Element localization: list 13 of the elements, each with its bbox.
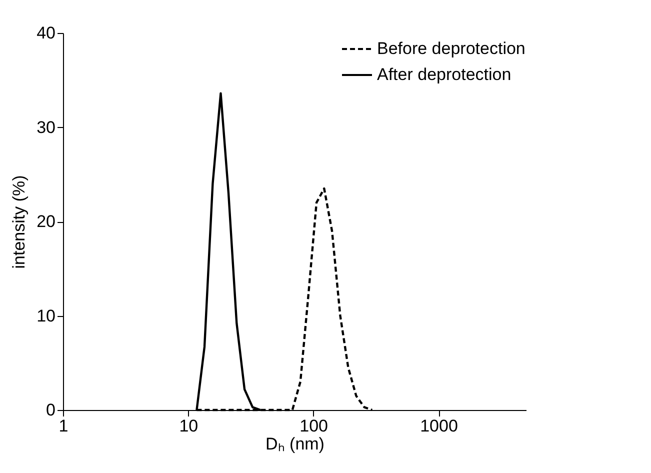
x-tick-label: 1000 (420, 416, 458, 436)
x-tick-label: 1 (58, 416, 68, 436)
y-tick-label: 10 (36, 306, 56, 326)
y-tick-label: 0 (46, 400, 56, 420)
x-axis-title: Dₕ (nm) (266, 434, 324, 454)
y-axis-title: intensity (%) (10, 175, 29, 269)
y-tick-label: 40 (36, 24, 56, 42)
y-tick-label: 20 (36, 212, 56, 231)
x-tick-label: 10 (179, 416, 198, 436)
y-tick-label: 30 (36, 118, 56, 137)
legend-label: After deprotection (377, 65, 512, 84)
x-tick-label: 100 (300, 416, 328, 436)
legend-label: Before deprotection (377, 39, 526, 58)
